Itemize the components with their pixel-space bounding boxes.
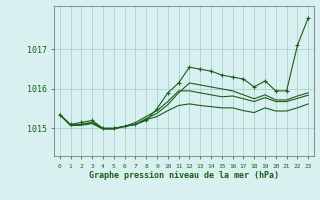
X-axis label: Graphe pression niveau de la mer (hPa): Graphe pression niveau de la mer (hPa) xyxy=(89,171,279,180)
